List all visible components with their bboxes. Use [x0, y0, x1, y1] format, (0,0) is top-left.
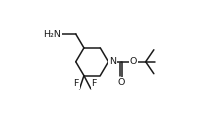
Text: F: F — [74, 79, 79, 88]
Text: O: O — [117, 78, 125, 87]
Text: H₂N: H₂N — [43, 29, 61, 39]
Text: O: O — [129, 57, 137, 66]
Text: F: F — [92, 79, 97, 88]
Text: N: N — [109, 57, 116, 66]
